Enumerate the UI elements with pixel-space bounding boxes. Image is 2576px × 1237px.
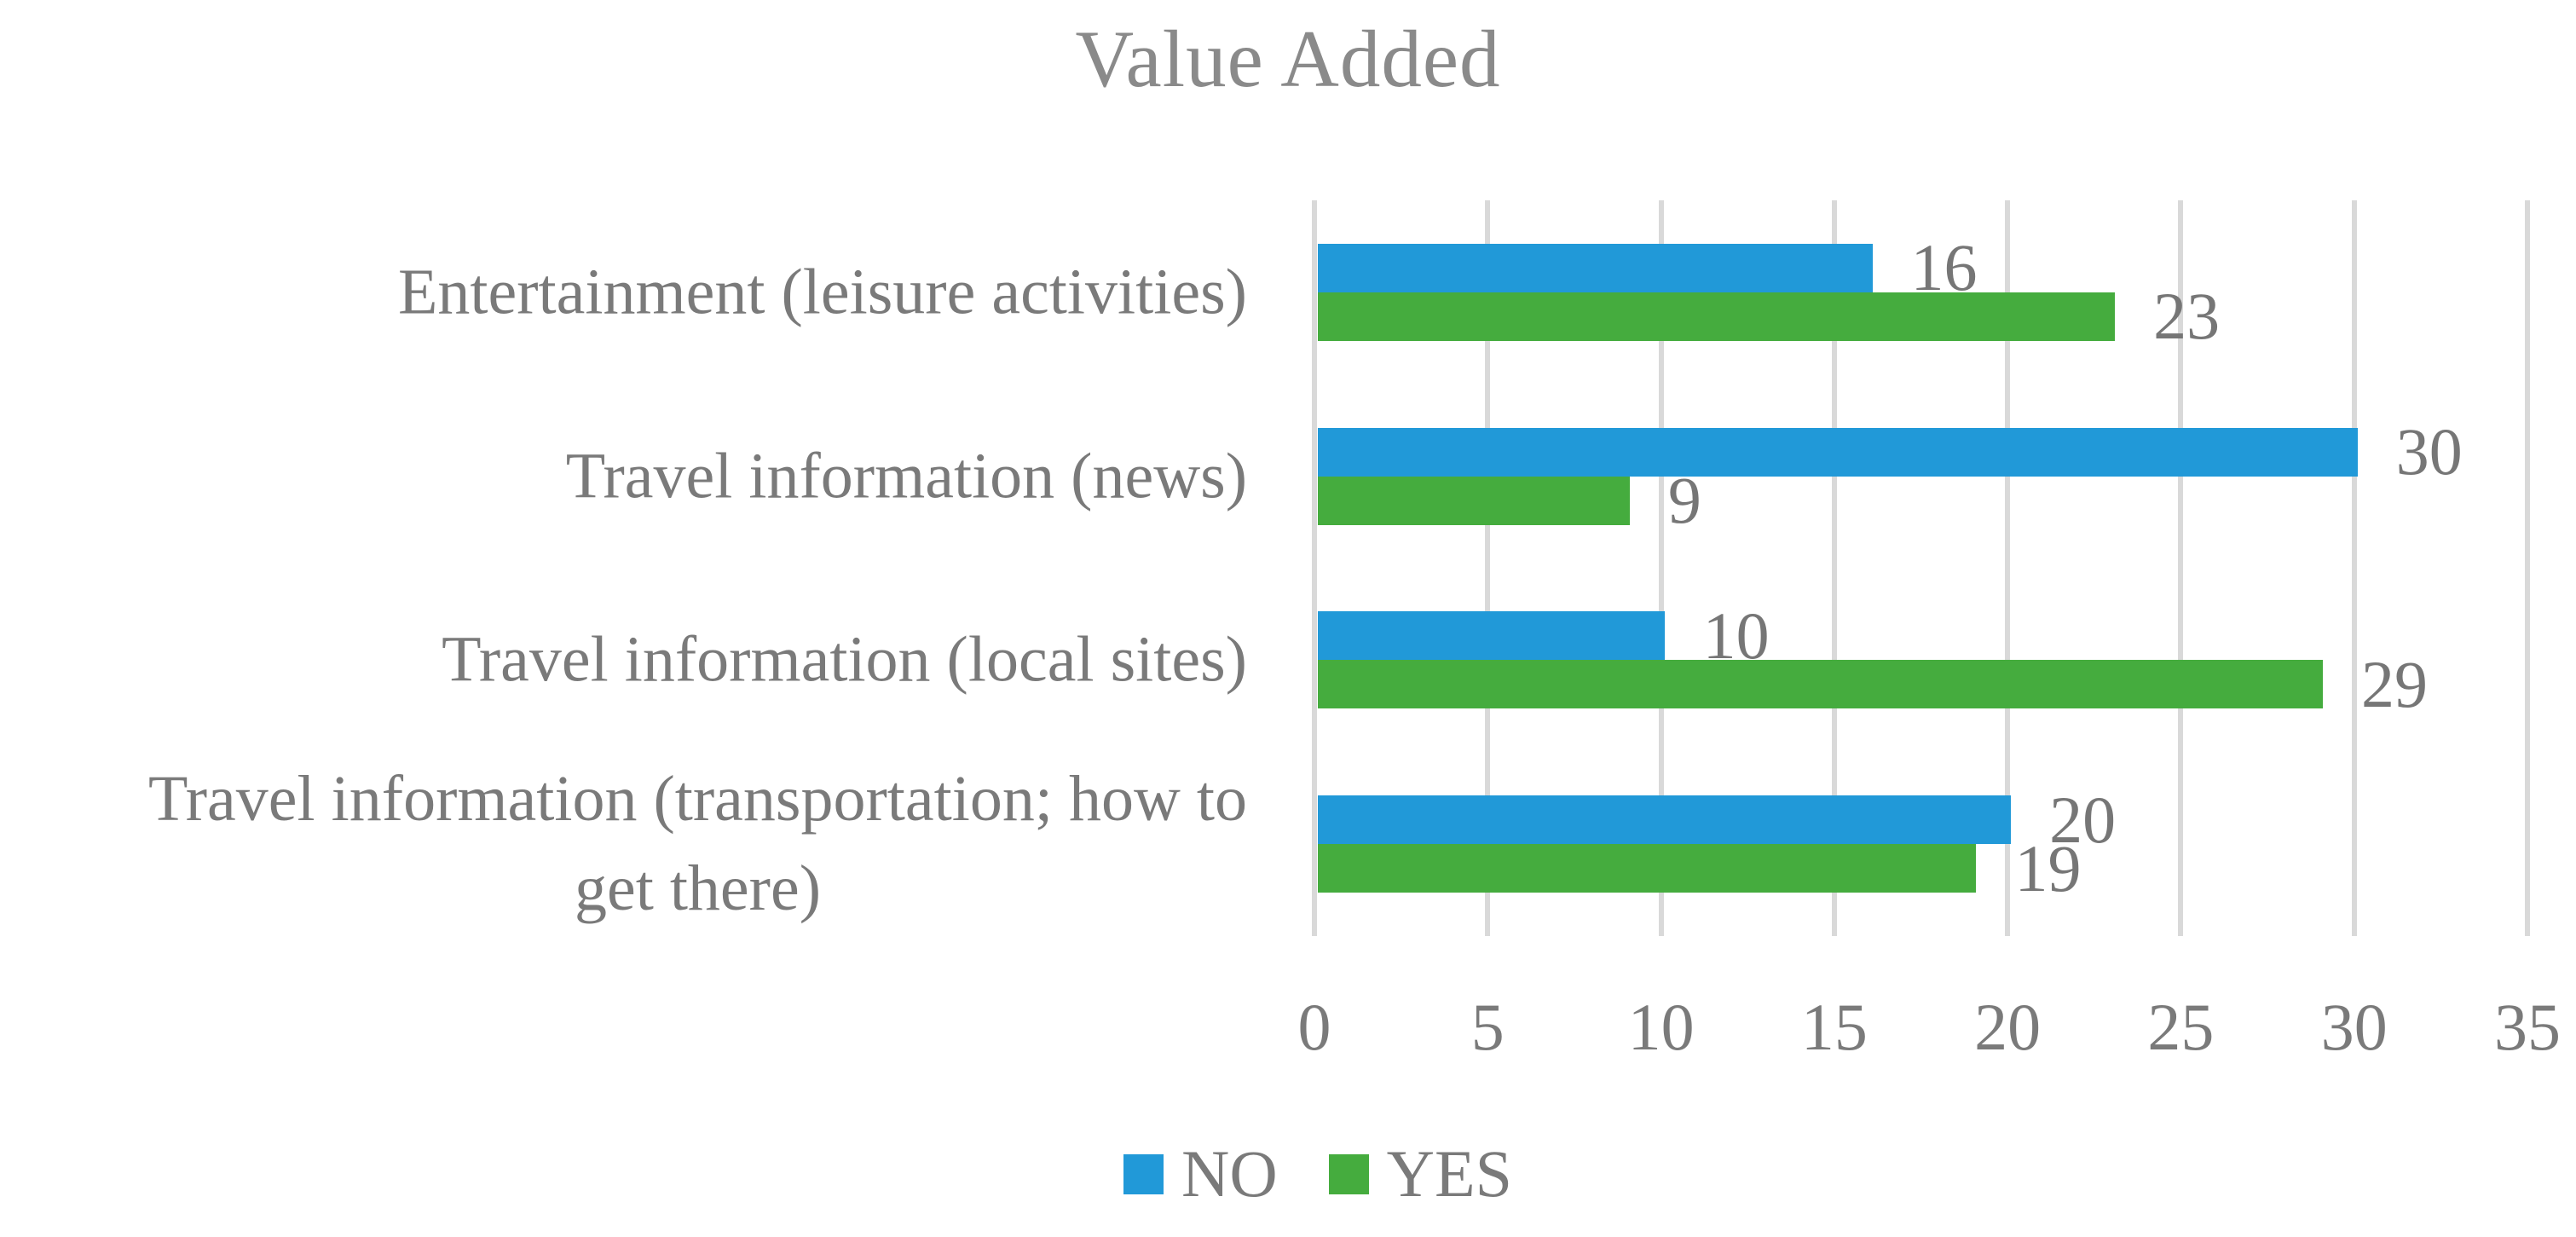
gridline <box>2005 200 2011 936</box>
x-tick-label: 30 <box>2320 990 2388 1064</box>
value-label: 9 <box>1667 463 1701 538</box>
x-tick-label: 35 <box>2494 990 2561 1064</box>
gridline <box>2525 200 2530 936</box>
legend-label: NO <box>1181 1136 1278 1211</box>
bar-yes <box>1318 292 2116 341</box>
bar-yes <box>1318 476 1630 525</box>
value-label: 19 <box>2014 830 2082 905</box>
legend-label: YES <box>1386 1136 1513 1211</box>
bar-no <box>1318 795 2012 845</box>
value-label: 30 <box>2395 414 2463 489</box>
bar-yes <box>1318 660 2324 709</box>
gridline <box>2351 200 2357 936</box>
legend: NO YES <box>0 1136 2576 1212</box>
x-tick-label: 25 <box>2147 990 2215 1064</box>
gridline <box>1312 200 1317 936</box>
x-tick-label: 15 <box>1800 990 1868 1064</box>
legend-item-no: NO <box>1123 1136 1278 1212</box>
x-tick-label: 20 <box>1974 990 2042 1064</box>
gridline <box>1658 200 1664 936</box>
gridline <box>1485 200 1491 936</box>
legend-swatch-no <box>1123 1153 1164 1194</box>
plot-area: 16 23 30 9 10 29 20 19 <box>1312 200 2530 936</box>
bar-no <box>1318 427 2358 477</box>
bar-yes <box>1318 844 1977 893</box>
gridline <box>1831 200 1837 936</box>
category-label: Travel information (transportation; how … <box>148 763 1247 925</box>
value-label: 23 <box>2153 279 2221 354</box>
category-label: Travel information (news) <box>565 440 1247 512</box>
bar-no <box>1318 243 1873 292</box>
legend-item-yes: YES <box>1328 1136 1513 1212</box>
gridline <box>2178 200 2184 936</box>
x-tick-label: 5 <box>1470 990 1505 1064</box>
x-tick-label: 10 <box>1627 990 1695 1064</box>
bar-no <box>1318 611 1665 661</box>
legend-swatch-yes <box>1328 1153 1369 1194</box>
category-label: Entertainment (leisure activities) <box>397 256 1247 328</box>
x-tick-label: 0 <box>1297 990 1331 1064</box>
category-label: Travel information (local sites) <box>442 623 1247 696</box>
value-label: 29 <box>2361 646 2429 721</box>
value-label: 20 <box>2049 782 2117 857</box>
chart-title: Value Added <box>1075 14 1501 104</box>
